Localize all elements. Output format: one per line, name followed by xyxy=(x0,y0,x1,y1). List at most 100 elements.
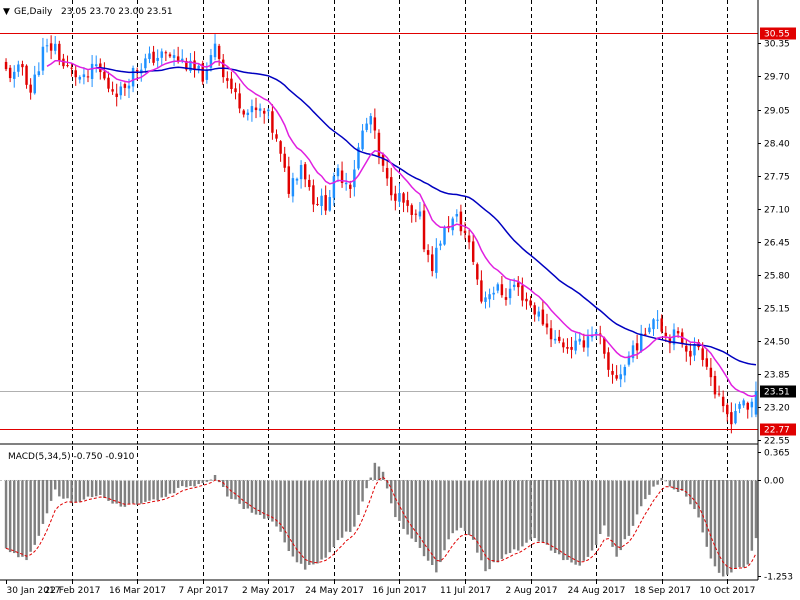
candle-body xyxy=(4,61,8,70)
level-tag-label: 30.55 xyxy=(764,30,790,40)
macd-bar xyxy=(476,479,479,553)
candle-body xyxy=(164,52,168,54)
candle-body xyxy=(586,336,590,348)
candle-body xyxy=(644,333,647,335)
candle-body xyxy=(144,58,147,69)
macd-bar xyxy=(377,466,381,480)
candle-body xyxy=(549,328,553,340)
candle-body xyxy=(283,153,286,168)
candle-body xyxy=(664,332,668,337)
candle-body xyxy=(525,298,528,302)
macd-bar xyxy=(140,479,143,504)
slow-moving-average-line xyxy=(96,66,757,366)
macd-bar xyxy=(275,479,278,527)
macd-bar xyxy=(447,479,450,540)
candle-body xyxy=(578,338,581,342)
candle-body xyxy=(709,367,713,378)
candle-body xyxy=(459,211,463,232)
candle-body xyxy=(517,282,520,288)
macd-bar xyxy=(631,479,635,526)
level-tag-label: 23.51 xyxy=(764,388,790,398)
macd-bar xyxy=(443,479,446,551)
macd-bar xyxy=(713,479,717,567)
macd-bar xyxy=(656,479,659,485)
candle-body xyxy=(570,346,573,350)
macd-bar xyxy=(484,479,487,572)
macd-bar xyxy=(754,479,758,539)
macd-bar xyxy=(181,479,184,487)
candle-body xyxy=(730,412,733,425)
candle-body xyxy=(656,319,659,321)
macd-bar xyxy=(164,479,168,497)
candle-body xyxy=(303,164,307,180)
y-tick-label: 22.55 xyxy=(764,437,790,447)
y-tick-label: 25.15 xyxy=(764,305,790,315)
chart-title-arrow: ▼ xyxy=(3,7,10,17)
macd-bar xyxy=(312,479,315,565)
macd-bar xyxy=(537,479,540,542)
macd-bar xyxy=(316,479,319,564)
macd-bar xyxy=(299,479,303,564)
macd-bar xyxy=(369,477,372,480)
macd-bar xyxy=(697,479,700,518)
macd-bar xyxy=(258,479,262,515)
macd-bar xyxy=(90,479,94,498)
macd-bar xyxy=(332,479,336,548)
macd-bar xyxy=(37,479,41,536)
candle-body xyxy=(107,77,110,89)
candle-body xyxy=(492,292,495,295)
candle-body xyxy=(685,345,688,352)
candle-body xyxy=(197,65,200,69)
candle-body xyxy=(58,43,61,61)
macd-bar xyxy=(4,479,8,549)
macd-bar xyxy=(201,479,204,484)
x-tick-label: 30 Jan 2017 xyxy=(7,586,61,596)
macd-bar xyxy=(701,479,704,533)
candle-body xyxy=(37,71,41,76)
candle-body xyxy=(189,60,192,71)
candle-body xyxy=(8,67,12,79)
macd-bar xyxy=(693,479,696,510)
candle-body xyxy=(41,46,45,71)
macd-bar xyxy=(250,479,254,513)
candle-body xyxy=(742,400,745,406)
candle-body xyxy=(529,300,532,306)
candle-body xyxy=(353,169,356,188)
candle-body xyxy=(275,134,278,139)
macd-bar xyxy=(17,479,20,558)
macd-signal-line xyxy=(5,476,757,569)
macd-bar xyxy=(33,479,36,545)
candle-body xyxy=(668,338,672,344)
candle-body xyxy=(426,250,430,255)
macd-bar xyxy=(492,479,495,563)
macd-bar xyxy=(320,479,323,560)
macd-bar xyxy=(705,479,709,547)
macd-bar xyxy=(385,479,389,489)
macd-bar xyxy=(541,479,545,543)
candle-body xyxy=(66,65,69,67)
macd-bar xyxy=(168,479,172,494)
candle-body xyxy=(500,284,504,296)
macd-bar xyxy=(709,479,713,559)
macd-bar xyxy=(742,479,745,568)
macd-bar xyxy=(734,479,737,569)
macd-bar xyxy=(496,479,500,563)
candle-body xyxy=(181,58,184,61)
macd-bar xyxy=(262,479,266,519)
macd-bar xyxy=(566,479,569,560)
chart-title: GE,Daily xyxy=(14,7,53,17)
candle-body xyxy=(435,247,438,273)
macd-bar xyxy=(545,479,549,545)
macd-bar xyxy=(668,479,672,487)
candle-body xyxy=(451,218,454,231)
macd-bar xyxy=(156,479,159,501)
candle-body xyxy=(295,178,299,181)
candle-body xyxy=(230,78,233,89)
x-tick-label: 16 Jun 2017 xyxy=(372,586,426,596)
macd-bar xyxy=(308,479,311,565)
candle-body xyxy=(562,342,565,348)
candle-body xyxy=(49,43,53,51)
macd-bar xyxy=(291,479,295,557)
macd-bar xyxy=(135,479,139,505)
